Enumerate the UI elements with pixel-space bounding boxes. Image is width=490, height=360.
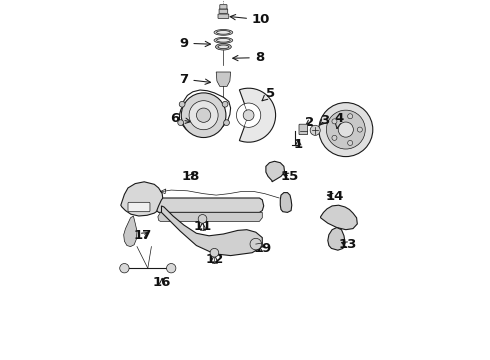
Wedge shape <box>245 103 261 127</box>
Text: 19: 19 <box>253 242 271 255</box>
Text: 12: 12 <box>205 253 223 266</box>
Ellipse shape <box>217 39 230 42</box>
Text: 2: 2 <box>305 116 315 129</box>
Circle shape <box>198 215 207 223</box>
Circle shape <box>178 120 184 126</box>
FancyBboxPatch shape <box>220 5 227 9</box>
Wedge shape <box>240 88 275 142</box>
Polygon shape <box>266 161 285 182</box>
Text: 18: 18 <box>182 170 200 183</box>
Circle shape <box>243 110 254 121</box>
Circle shape <box>167 264 176 273</box>
Circle shape <box>210 248 219 257</box>
Text: 13: 13 <box>339 238 357 251</box>
Polygon shape <box>157 198 264 212</box>
Circle shape <box>319 103 373 157</box>
Text: 17: 17 <box>133 229 151 242</box>
Circle shape <box>189 101 218 130</box>
FancyBboxPatch shape <box>219 9 228 13</box>
Circle shape <box>332 119 337 124</box>
Polygon shape <box>320 205 357 230</box>
Text: 14: 14 <box>325 190 343 203</box>
Polygon shape <box>158 212 262 221</box>
Circle shape <box>179 102 185 107</box>
Ellipse shape <box>217 31 230 34</box>
Text: 11: 11 <box>194 220 212 233</box>
Polygon shape <box>162 206 262 256</box>
Text: 6: 6 <box>170 112 191 125</box>
Polygon shape <box>280 193 292 212</box>
Text: 7: 7 <box>179 73 211 86</box>
Text: 16: 16 <box>153 276 172 289</box>
Circle shape <box>338 122 353 137</box>
Circle shape <box>250 238 262 250</box>
Circle shape <box>332 135 337 140</box>
Circle shape <box>357 127 363 132</box>
Text: 4: 4 <box>334 112 343 129</box>
Circle shape <box>223 120 229 126</box>
Circle shape <box>347 140 353 145</box>
Text: 8: 8 <box>233 51 264 64</box>
Circle shape <box>347 114 353 119</box>
Polygon shape <box>328 228 345 250</box>
Polygon shape <box>123 216 137 247</box>
Ellipse shape <box>218 45 229 49</box>
Ellipse shape <box>214 37 233 43</box>
Text: 1: 1 <box>294 138 303 150</box>
Text: 5: 5 <box>262 87 275 101</box>
Polygon shape <box>216 72 231 86</box>
Polygon shape <box>121 182 163 216</box>
Circle shape <box>196 108 211 122</box>
Circle shape <box>310 125 320 135</box>
Text: 3: 3 <box>319 114 329 127</box>
Circle shape <box>120 264 129 273</box>
Ellipse shape <box>214 30 233 35</box>
Circle shape <box>181 93 226 138</box>
FancyBboxPatch shape <box>218 14 229 18</box>
Ellipse shape <box>216 44 231 50</box>
Circle shape <box>222 102 228 107</box>
Text: 15: 15 <box>281 170 299 183</box>
FancyBboxPatch shape <box>128 202 150 212</box>
Text: 9: 9 <box>179 37 211 50</box>
Text: 10: 10 <box>230 13 270 26</box>
Circle shape <box>326 110 365 149</box>
FancyBboxPatch shape <box>299 124 308 135</box>
